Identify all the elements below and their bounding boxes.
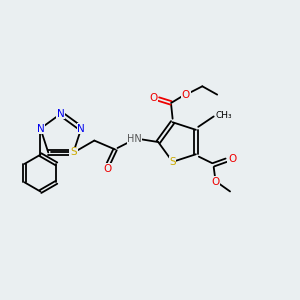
Text: O: O <box>149 93 158 103</box>
Text: S: S <box>70 148 77 158</box>
Text: N: N <box>37 124 44 134</box>
Text: S: S <box>169 157 176 167</box>
Text: N: N <box>77 124 85 134</box>
Text: N: N <box>57 109 65 119</box>
Text: O: O <box>182 90 190 100</box>
Text: N: N <box>70 148 77 158</box>
Text: O: O <box>211 177 219 187</box>
Text: HN: HN <box>127 134 142 144</box>
Text: CH₃: CH₃ <box>215 111 232 120</box>
Text: O: O <box>103 164 112 174</box>
Text: O: O <box>228 154 236 164</box>
